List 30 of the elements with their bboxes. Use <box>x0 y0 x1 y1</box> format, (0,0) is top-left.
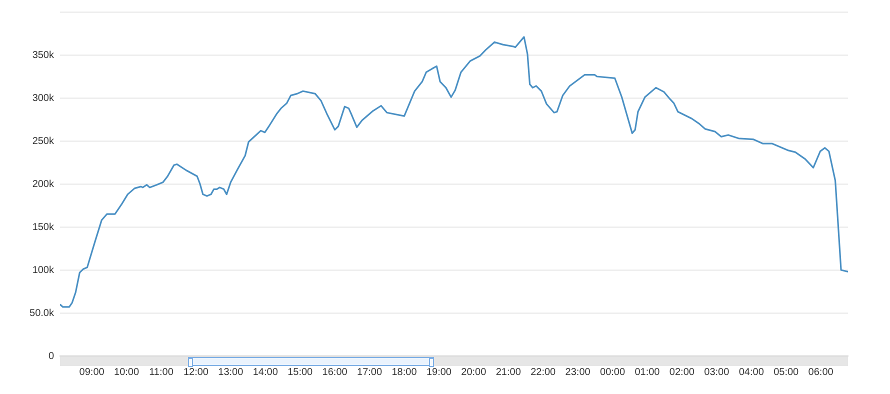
y-tick-label: 250k <box>32 136 55 147</box>
x-tick-label: 04:00 <box>738 366 764 378</box>
x-tick-label: 05:00 <box>774 366 800 378</box>
x-tick-label: 18:00 <box>392 366 418 378</box>
x-tick-label: 22:00 <box>530 366 556 378</box>
y-tick-label: 350k <box>32 50 55 61</box>
x-tick-label: 06:00 <box>808 366 834 378</box>
x-tick-label: 23:00 <box>565 366 591 378</box>
x-tick-label: 11:00 <box>149 366 174 378</box>
x-tick-label: 03:00 <box>704 366 730 378</box>
y-tick-label: 100k <box>32 264 55 276</box>
x-tick-label: 20:00 <box>461 366 487 378</box>
x-tick-label: 00:00 <box>600 366 626 378</box>
y-tick-label: 300k <box>32 92 55 104</box>
x-tick-label: 01:00 <box>634 366 660 378</box>
x-tick-label: 09:00 <box>79 366 105 378</box>
x-tick-label: 15:00 <box>288 366 314 378</box>
y-tick-label: 200k <box>32 178 55 190</box>
x-tick-label: 12:00 <box>183 366 209 378</box>
x-tick-label: 19:00 <box>426 366 452 378</box>
x-tick-label: 17:00 <box>357 366 382 378</box>
y-tick-label: 50.0k <box>30 308 55 319</box>
x-tick-label: 21:00 <box>496 366 522 378</box>
y-tick-label: 150k <box>32 222 55 233</box>
x-tick-label: 10:00 <box>114 366 140 378</box>
x-tick-label: 14:00 <box>252 366 278 378</box>
y-tick-label: 0 <box>48 350 54 362</box>
x-tick-label: 13:00 <box>218 366 244 378</box>
x-tick-label: 16:00 <box>322 366 348 378</box>
x-tick-label: 02:00 <box>669 366 695 378</box>
